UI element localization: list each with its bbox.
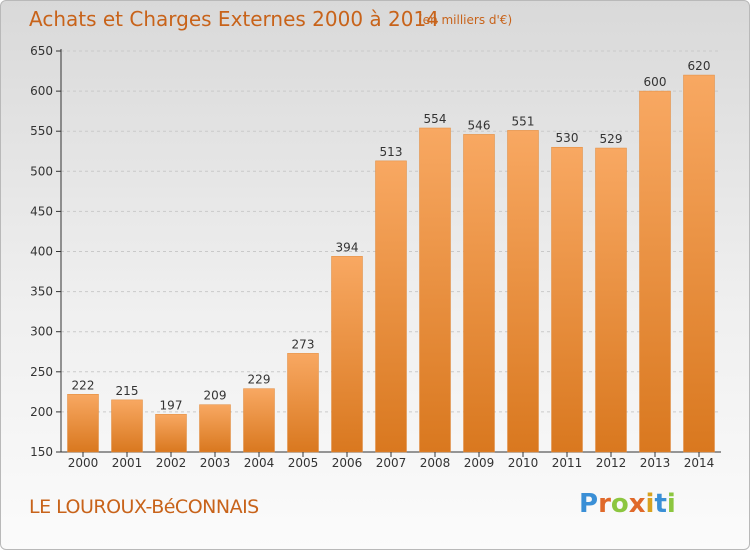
bar-value-label: 546 [468,118,491,132]
bar-value-label: 551 [512,114,535,128]
bar [683,74,715,453]
bar [67,394,99,453]
bar [419,127,451,453]
x-tick-label: 2003 [200,456,231,470]
x-tick-label: 2002 [156,456,187,470]
x-tick-label: 2007 [376,456,407,470]
bar-value-label: 197 [160,398,183,412]
x-tick-label: 2000 [68,456,99,470]
y-tick-label: 400 [30,245,53,259]
x-tick-label: 2012 [596,456,627,470]
x-tick-label: 2001 [112,456,143,470]
bar [551,146,583,453]
y-tick-label: 650 [30,44,53,58]
bar [287,353,319,453]
bar [111,399,143,453]
bar [639,90,671,453]
bar [243,388,275,453]
x-tick-label: 2004 [244,456,275,470]
y-tick-label: 250 [30,365,53,379]
bar [199,404,231,453]
y-tick-label: 500 [30,164,53,178]
x-tick-label: 2008 [420,456,451,470]
bar [463,134,495,453]
bar [595,147,627,453]
y-tick-label: 350 [30,285,53,299]
bar-value-label: 620 [688,59,711,73]
bar [375,160,407,453]
y-tick-label: 450 [30,204,53,218]
proxiti-logo: Proxiti [579,489,676,519]
bar-value-label: 394 [336,240,359,254]
x-tick-label: 2014 [684,456,715,470]
commune-name: LE LOUROUX-BéCONNAIS [29,496,259,518]
bar-value-label: 209 [204,389,227,403]
bar-value-label: 513 [380,145,403,159]
bar-value-label: 600 [644,75,667,89]
y-tick-label: 200 [30,405,53,419]
chart-title: Achats et Charges Externes 2000 à 2014 [29,7,439,31]
bar-value-label: 215 [116,384,139,398]
bar [155,414,187,453]
y-tick-label: 600 [30,84,53,98]
bar-value-label: 229 [248,373,271,387]
x-tick-label: 2010 [508,456,539,470]
bar-value-label: 273 [292,337,315,351]
bar-value-label: 530 [556,131,579,145]
x-tick-label: 2006 [332,456,363,470]
bar [331,256,363,453]
bar-value-label: 529 [600,132,623,146]
x-tick-label: 2013 [640,456,671,470]
x-tick-label: 2011 [552,456,583,470]
bar-value-label: 554 [424,112,447,126]
y-tick-label: 550 [30,124,53,138]
y-tick-label: 150 [30,445,53,459]
chart-subtitle: (en milliers d'€) [418,13,513,27]
bar-value-label: 222 [72,378,95,392]
x-tick-label: 2009 [464,456,495,470]
y-tick-label: 300 [30,325,53,339]
bar [507,130,539,453]
x-tick-label: 2005 [288,456,319,470]
